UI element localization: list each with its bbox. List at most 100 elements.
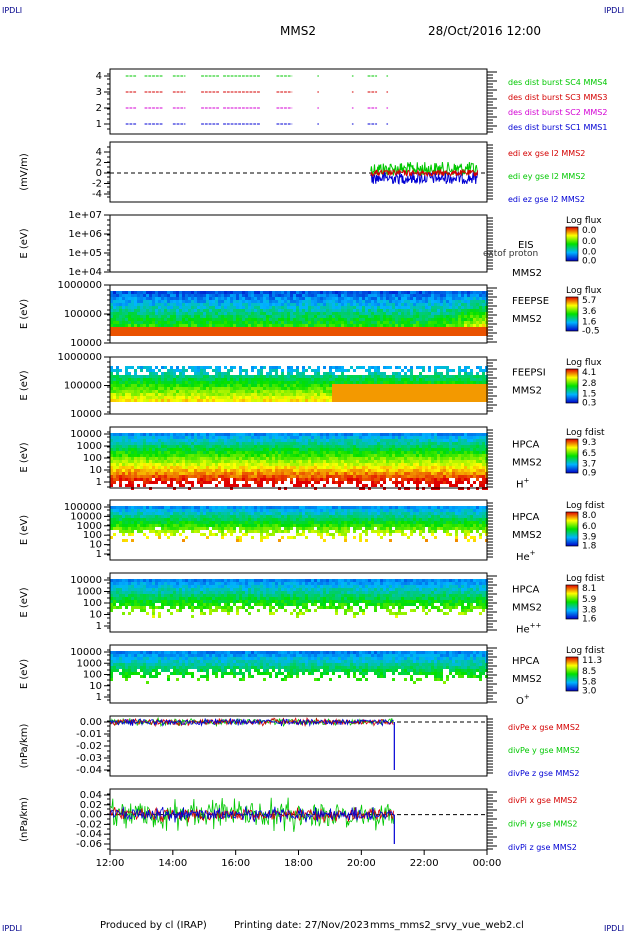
heat-cell bbox=[281, 312, 284, 315]
heat-cell bbox=[281, 384, 284, 387]
heat-cell bbox=[425, 333, 428, 336]
heat-cell bbox=[329, 315, 332, 318]
heat-cell bbox=[140, 321, 143, 324]
heat-cell bbox=[146, 330, 149, 333]
heat-cell bbox=[125, 445, 128, 448]
heat-cell bbox=[419, 297, 422, 300]
heat-cell bbox=[425, 378, 428, 381]
heat-cell bbox=[287, 327, 290, 330]
heat-cell bbox=[377, 369, 380, 372]
heat-cell bbox=[308, 309, 311, 312]
heat-cell bbox=[299, 463, 302, 466]
heat-cell bbox=[161, 381, 164, 384]
heat-cell bbox=[263, 312, 266, 315]
heat-cell bbox=[110, 366, 113, 369]
heat-cell bbox=[275, 478, 278, 481]
heat-cell bbox=[299, 436, 302, 439]
heat-cell bbox=[323, 466, 326, 469]
heat-cell bbox=[332, 448, 335, 451]
heat-cell bbox=[305, 442, 308, 445]
heat-cell bbox=[263, 478, 266, 481]
heat-cell bbox=[365, 318, 368, 321]
heat-cell bbox=[167, 472, 170, 475]
heat-cell bbox=[113, 481, 116, 484]
heat-cell bbox=[128, 300, 131, 303]
heat-cell bbox=[152, 309, 155, 312]
heat-cell bbox=[131, 469, 134, 472]
heat-cell bbox=[317, 324, 320, 327]
heat-cell bbox=[308, 469, 311, 472]
heat-cell bbox=[191, 306, 194, 309]
heat-cell bbox=[251, 300, 254, 303]
heat-cell bbox=[209, 300, 212, 303]
heat-cell bbox=[302, 448, 305, 451]
heat-cell bbox=[368, 375, 371, 378]
heat-cell bbox=[275, 433, 278, 436]
heat-cell bbox=[164, 315, 167, 318]
heat-cell bbox=[440, 300, 443, 303]
heat-cell bbox=[326, 333, 329, 336]
heat-cell bbox=[470, 303, 473, 306]
heat-cell bbox=[188, 324, 191, 327]
heat-cell bbox=[116, 330, 119, 333]
heat-cell bbox=[134, 309, 137, 312]
heat-cell bbox=[128, 436, 131, 439]
heat-cell bbox=[275, 381, 278, 384]
heat-cell bbox=[296, 312, 299, 315]
heat-cell bbox=[170, 433, 173, 436]
heat-cell bbox=[326, 312, 329, 315]
heat-cell bbox=[236, 381, 239, 384]
heat-cell bbox=[119, 312, 122, 315]
heat-cell bbox=[236, 475, 239, 478]
heat-cell bbox=[284, 445, 287, 448]
heat-cell bbox=[110, 384, 113, 387]
heat-cell bbox=[272, 369, 275, 372]
heat-cell bbox=[467, 390, 470, 393]
heat-cell bbox=[212, 327, 215, 330]
heat-cell bbox=[302, 472, 305, 475]
heat-cell bbox=[185, 439, 188, 442]
heat-cell bbox=[293, 457, 296, 460]
heat-cell bbox=[440, 372, 443, 375]
heat-cell bbox=[383, 324, 386, 327]
heat-cell bbox=[176, 457, 179, 460]
heat-cell bbox=[143, 460, 146, 463]
heat-cell bbox=[164, 442, 167, 445]
heat-cell bbox=[305, 433, 308, 436]
heat-cell bbox=[191, 451, 194, 454]
heat-cell bbox=[242, 333, 245, 336]
heat-cell bbox=[149, 399, 152, 402]
heat-cell bbox=[143, 378, 146, 381]
heat-cell bbox=[368, 381, 371, 384]
heat-cell bbox=[134, 372, 137, 375]
heat-cell bbox=[329, 366, 332, 369]
heat-cell bbox=[377, 378, 380, 381]
heat-cell bbox=[275, 366, 278, 369]
heat-cell bbox=[197, 469, 200, 472]
corner-tag-bl: IPDLI bbox=[2, 924, 23, 933]
heat-cell bbox=[326, 439, 329, 442]
heat-cell bbox=[212, 333, 215, 336]
heat-cell bbox=[260, 457, 263, 460]
heat-cell bbox=[266, 303, 269, 306]
heat-cell bbox=[128, 399, 131, 402]
heat-cell bbox=[248, 294, 251, 297]
heat-cell bbox=[272, 457, 275, 460]
heat-cell bbox=[281, 472, 284, 475]
heat-cell bbox=[326, 300, 329, 303]
heat-cell bbox=[149, 315, 152, 318]
heat-cell bbox=[371, 312, 374, 315]
heat-cell bbox=[275, 396, 278, 399]
heat-cell bbox=[131, 330, 134, 333]
heat-cell bbox=[155, 309, 158, 312]
heat-cell bbox=[170, 393, 173, 396]
heat-cell bbox=[452, 399, 455, 402]
heat-cell bbox=[161, 445, 164, 448]
heat-cell bbox=[170, 306, 173, 309]
heat-cell bbox=[119, 457, 122, 460]
heat-cell bbox=[461, 390, 464, 393]
heat-cell bbox=[314, 300, 317, 303]
heat-cell bbox=[134, 378, 137, 381]
heat-cell bbox=[335, 454, 338, 457]
heat-cell bbox=[110, 469, 113, 472]
